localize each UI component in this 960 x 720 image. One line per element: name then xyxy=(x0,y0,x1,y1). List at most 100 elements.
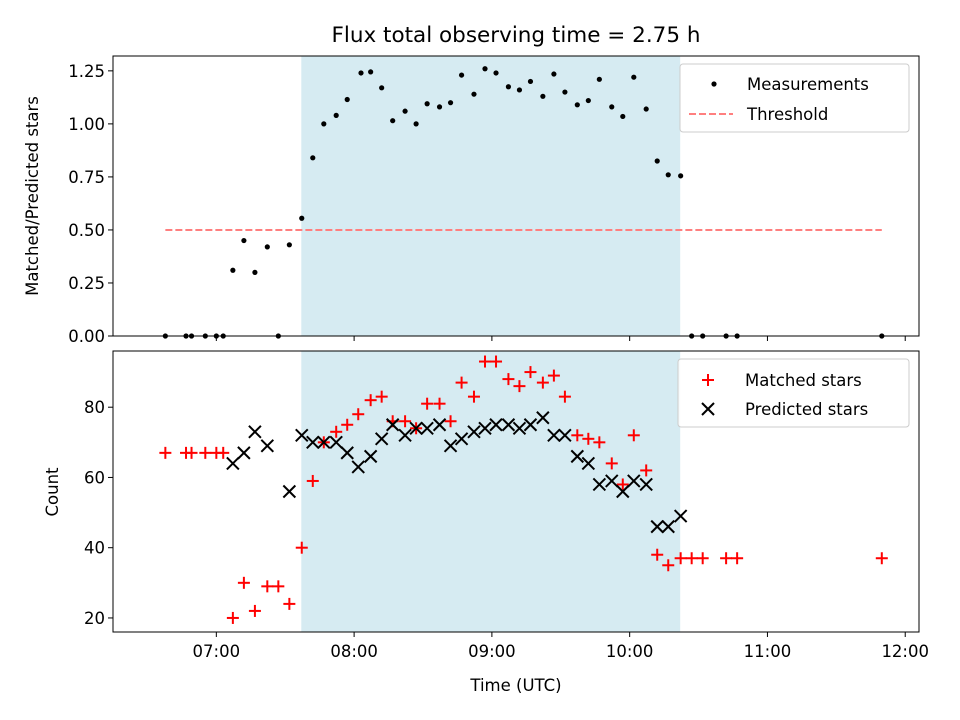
matched-star-point xyxy=(330,425,343,438)
matched-star-point xyxy=(547,369,560,382)
predicted-star-point xyxy=(363,449,378,464)
measurement-point xyxy=(551,71,557,77)
matched-star-point xyxy=(490,355,503,368)
matched-star-point xyxy=(272,580,285,593)
measurement-point xyxy=(574,102,580,108)
measurement-point xyxy=(562,89,568,95)
matched-star-point xyxy=(364,394,377,407)
top-legend: Measurements Threshold xyxy=(679,63,910,133)
matched-star-point xyxy=(444,415,457,428)
matched-star-point xyxy=(513,380,526,393)
predicted-star-point xyxy=(616,484,630,499)
bottom-y-tick-label: 40 xyxy=(84,539,105,558)
predicted-star-point xyxy=(420,421,434,435)
matched-star-point xyxy=(593,436,606,449)
predicted-star-point xyxy=(306,435,320,450)
measurement-point xyxy=(333,112,339,118)
measurement-point xyxy=(413,121,419,127)
legend-matched-label: Matched stars xyxy=(745,371,862,390)
predicted-star-point xyxy=(673,509,688,523)
predicted-star-point xyxy=(374,432,389,446)
bottom-legend-box xyxy=(677,358,910,428)
matched-star-point xyxy=(685,552,698,565)
matched-star-point xyxy=(261,580,274,593)
matched-star-point xyxy=(571,429,584,442)
x-axis-label: Time (UTC) xyxy=(469,676,561,695)
matched-star-point xyxy=(375,390,388,403)
bottom-legend: Matched stars Predicted stars xyxy=(677,358,910,428)
predicted-star-point xyxy=(443,439,458,453)
predicted-star-point xyxy=(385,418,400,432)
matched-star-point xyxy=(627,429,640,442)
bottom-y-tick-label: 20 xyxy=(84,609,105,628)
bottom-y-ticks: 20 40 60 80 xyxy=(84,398,113,628)
bottom-y-label: Count xyxy=(43,467,62,517)
predicted-star-point xyxy=(478,421,492,435)
measurement-point xyxy=(471,91,477,97)
predicted-star-point xyxy=(547,428,561,443)
measurement-point xyxy=(447,100,454,106)
measurement-point xyxy=(358,70,364,76)
measurement-point xyxy=(585,97,591,104)
top-y-tick-label: 1.00 xyxy=(68,115,105,134)
measurement-point xyxy=(654,158,660,164)
matched-star-point xyxy=(237,576,250,589)
top-plot-area xyxy=(162,56,885,339)
predicted-star-point xyxy=(605,474,619,488)
measurement-point xyxy=(493,70,499,76)
top-y-ticks: 0.00 0.25 0.50 0.75 1.00 1.25 xyxy=(68,62,113,346)
legend-predicted-marker xyxy=(701,402,715,416)
matched-star-point xyxy=(283,597,296,610)
predicted-star-point xyxy=(260,439,275,453)
measurement-point xyxy=(516,87,523,93)
matched-star-point xyxy=(616,478,629,491)
measurement-point xyxy=(344,96,350,103)
measurement-point xyxy=(252,269,258,275)
x-tick-label: 07:00 xyxy=(193,642,241,661)
matched-star-point xyxy=(662,559,675,572)
measurement-point xyxy=(609,104,615,110)
measurement-point xyxy=(264,244,270,250)
bottom-axes-frame xyxy=(112,350,920,633)
top-y-tick-label: 0.50 xyxy=(68,221,105,240)
matched-star-point xyxy=(582,432,595,445)
predicted-star-point xyxy=(639,477,653,492)
top-y-tick-label: 0.75 xyxy=(68,168,105,187)
matched-star-point xyxy=(455,376,468,389)
matched-star-point xyxy=(295,541,308,554)
measurement-point xyxy=(665,172,671,178)
matched-star-point xyxy=(217,446,230,459)
top-axes-frame xyxy=(112,55,920,337)
matched-star-point xyxy=(306,474,319,487)
predicted-star-point xyxy=(501,418,516,432)
predicted-star-point xyxy=(432,418,447,432)
legend-measurements-marker xyxy=(711,81,717,87)
predicted-star-point xyxy=(581,456,596,471)
measurement-point xyxy=(379,85,385,91)
top-observing-span xyxy=(301,56,681,336)
x-tick-label: 08:00 xyxy=(330,642,378,661)
measurement-point xyxy=(527,78,534,85)
predicted-star-point xyxy=(592,477,607,492)
bottom-x-ticks: 07:00 08:00 09:00 10:00 11:00 12:00 xyxy=(193,632,929,661)
matched-star-point xyxy=(651,548,664,561)
matched-star-point xyxy=(502,373,515,386)
measurement-point xyxy=(678,173,684,179)
predicted-star-point xyxy=(489,418,503,432)
predicted-star-point xyxy=(282,484,297,499)
top-y-label: Matched/Predicted stars xyxy=(23,96,42,296)
predicted-star-point xyxy=(661,519,675,534)
top-legend-box xyxy=(679,63,910,133)
x-tick-label: 11:00 xyxy=(744,642,792,661)
matched-star-point xyxy=(479,355,491,368)
bottom-observing-span xyxy=(301,351,681,632)
predicted-star-point xyxy=(570,449,585,464)
measurement-point xyxy=(390,118,396,124)
matched-star-point xyxy=(248,604,261,617)
measurement-point xyxy=(321,121,327,127)
predicted-star-point xyxy=(409,421,423,435)
predicted-star-point xyxy=(329,435,343,450)
measurement-point xyxy=(299,215,305,221)
matched-star-point xyxy=(875,552,888,565)
predicted-star-point xyxy=(523,418,538,432)
